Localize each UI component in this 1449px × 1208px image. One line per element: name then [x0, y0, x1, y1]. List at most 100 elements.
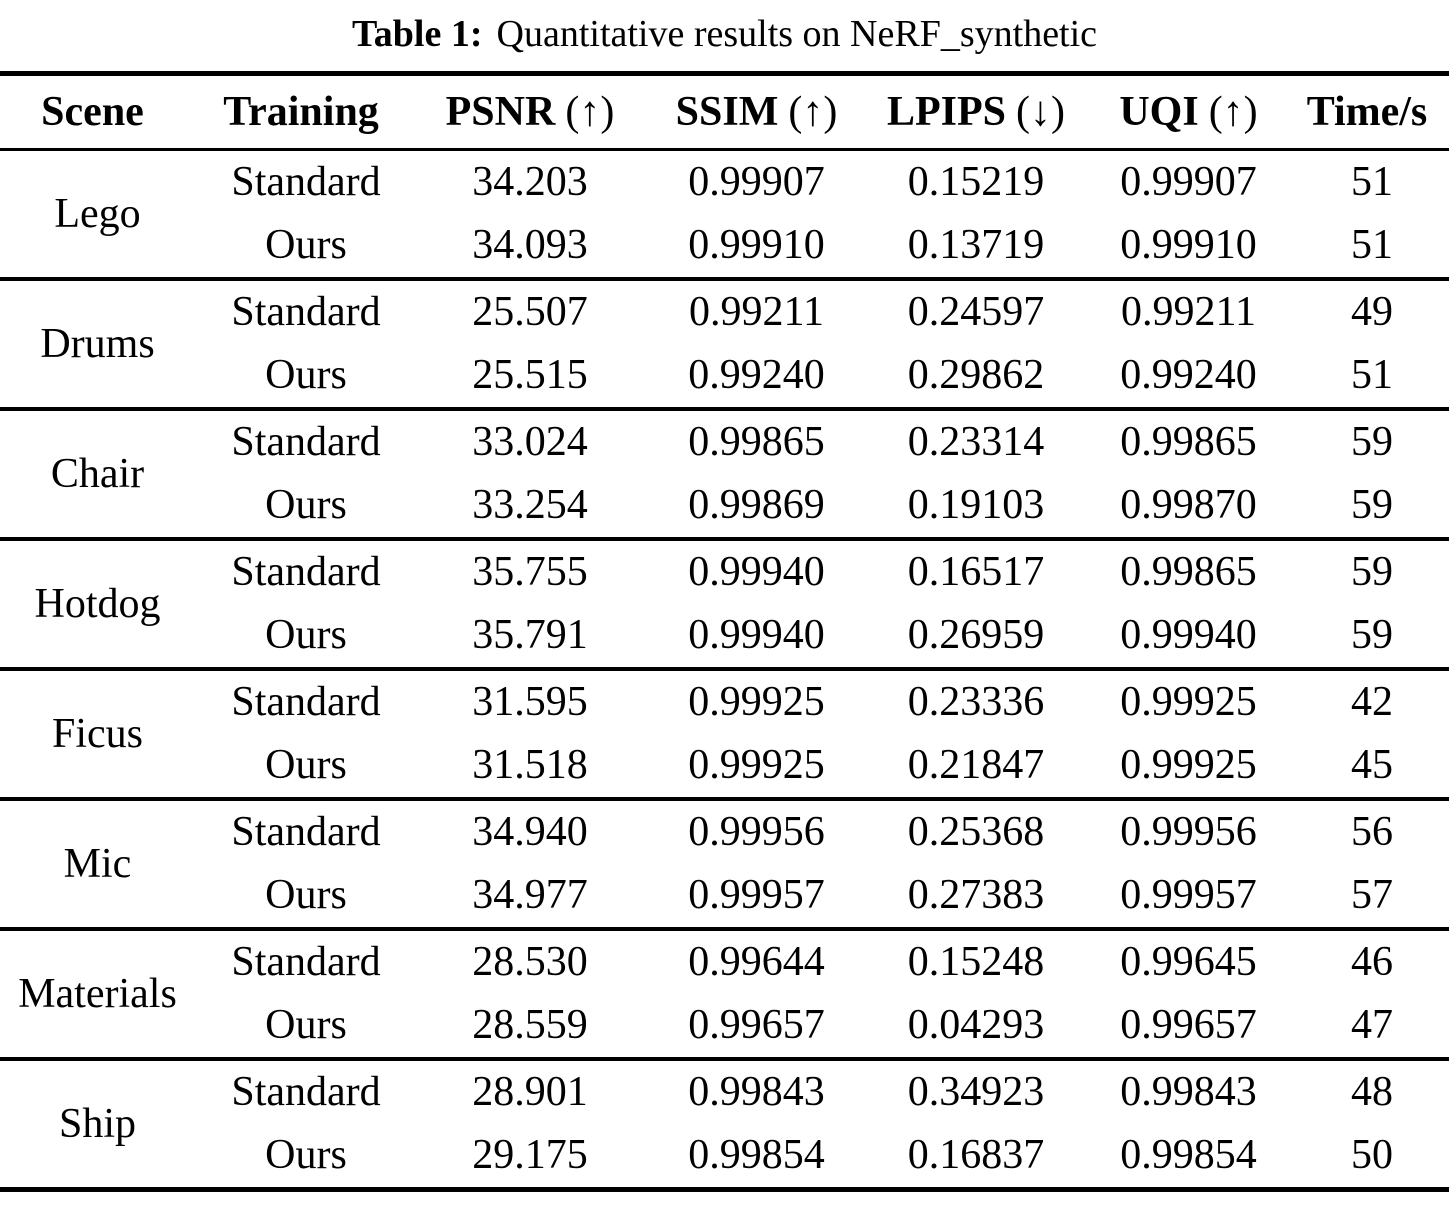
time-cell: 49: [1351, 289, 1393, 336]
lpips-cell: 0.23336: [907, 679, 1045, 726]
lpips-cell: 0.19103: [907, 482, 1045, 529]
training-cell: Standard: [231, 939, 381, 986]
psnr-cell: 34.940: [472, 809, 588, 856]
uqi-cell: 0.99865: [1120, 419, 1257, 466]
table-row: Ours 35.791 0.99940 0.26959 0.99940 59: [0, 604, 1449, 669]
table-row: Materials Standard 28.530 0.99644 0.1524…: [0, 929, 1449, 1017]
scene-cell: Ficus: [51, 710, 143, 757]
scene-cell: Hotdog: [34, 580, 161, 627]
time-cell: 50: [1351, 1132, 1393, 1179]
time-cell: 59: [1351, 549, 1393, 596]
table-row: Ours 34.977 0.99957 0.27383 0.99957 57: [0, 864, 1449, 929]
column-header-ssim: SSIM (↑): [675, 88, 838, 135]
down-arrow-icon: (↓): [1016, 88, 1065, 135]
uqi-cell: 0.99843: [1120, 1069, 1257, 1116]
uqi-cell: 0.99240: [1120, 352, 1257, 399]
time-cell: 48: [1351, 1069, 1393, 1116]
scene-group-lego: Lego Standard 34.203 0.99907 0.15219 0.9…: [0, 149, 1449, 279]
column-header-lpips: LPIPS (↓): [886, 88, 1065, 135]
time-cell: 42: [1351, 679, 1393, 726]
scene-cell: Drums: [40, 320, 155, 367]
uqi-cell: 0.99854: [1120, 1132, 1257, 1179]
up-arrow-icon: (↑): [565, 88, 615, 135]
table-row: Drums Standard 25.507 0.99211 0.24597 0.…: [0, 279, 1449, 367]
column-header-time: Time/s: [1306, 88, 1428, 135]
ssim-cell: 0.99240: [688, 352, 825, 399]
lpips-cell: 0.16837: [907, 1132, 1045, 1179]
table-row: Ours 28.559 0.99657 0.04293 0.99657 47: [0, 994, 1449, 1059]
uqi-cell: 0.99211: [1121, 289, 1256, 336]
lpips-cell: 0.24597: [907, 289, 1045, 336]
psnr-cell: 28.559: [472, 1002, 588, 1049]
lpips-cell: 0.25368: [907, 809, 1045, 856]
training-cell: Ours: [265, 872, 347, 919]
table-caption-label: Table 1:: [351, 13, 483, 55]
scene-group-drums: Drums Standard 25.507 0.99211 0.24597 0.…: [0, 278, 1449, 409]
ssim-cell: 0.99910: [688, 222, 825, 269]
training-cell: Standard: [231, 549, 381, 596]
psnr-cell: 35.755: [472, 549, 588, 596]
scene-cell: Lego: [54, 190, 141, 237]
ssim-cell: 0.99843: [688, 1069, 825, 1116]
table-row: Ours 31.518 0.99925 0.21847 0.99925 45: [0, 734, 1449, 799]
results-table: Scene Training PSNR (↑) SSIM (↑) LPIPS (↓) …: [0, 70, 1449, 1192]
scene-group-mic: Mic Standard 34.940 0.99956 0.25368 0.99…: [0, 798, 1449, 929]
lpips-cell: 0.29862: [907, 352, 1045, 399]
training-cell: Ours: [265, 1132, 347, 1179]
lpips-cell: 0.26959: [907, 612, 1045, 659]
header-row: Scene Training PSNR (↑) SSIM (↑) LPIPS (↓) …: [0, 73, 1449, 149]
psnr-cell: 25.507: [472, 289, 588, 336]
psnr-cell: 34.977: [472, 872, 588, 919]
table-row: Ficus Standard 31.595 0.99925 0.23336 0.…: [0, 669, 1449, 757]
ssim-cell: 0.99925: [688, 679, 825, 726]
training-cell: Standard: [231, 679, 381, 726]
lpips-cell: 0.04293: [907, 1002, 1045, 1049]
table-row: Ours 25.515 0.99240 0.29862 0.99240 51: [0, 344, 1449, 409]
lpips-cell: 0.16517: [907, 549, 1045, 596]
lpips-cell: 0.27383: [907, 872, 1045, 919]
psnr-cell: 25.515: [472, 352, 588, 399]
psnr-cell: 35.791: [472, 612, 588, 659]
scene-group-chair: Chair Standard 33.024 0.99865 0.23314 0.…: [0, 408, 1449, 539]
uqi-cell: 0.99865: [1120, 549, 1257, 596]
ssim-cell: 0.99940: [688, 549, 825, 596]
ssim-cell: 0.99956: [688, 809, 825, 856]
lpips-cell: 0.21847: [907, 742, 1045, 789]
time-cell: 59: [1351, 612, 1393, 659]
uqi-cell: 0.99910: [1120, 222, 1257, 269]
psnr-cell: 34.093: [472, 222, 588, 269]
scene-cell: Ship: [58, 1100, 137, 1147]
uqi-cell: 0.99657: [1120, 1002, 1257, 1049]
training-cell: Ours: [265, 352, 347, 399]
psnr-cell: 33.024: [472, 419, 588, 466]
scene-cell: Chair: [50, 450, 145, 497]
scene-group-hotdog: Hotdog Standard 35.755 0.99940 0.16517 0…: [0, 538, 1449, 669]
time-cell: 59: [1351, 419, 1393, 466]
ssim-cell: 0.99644: [688, 939, 825, 986]
training-cell: Standard: [231, 289, 381, 336]
table-row: Ours 29.175 0.99854 0.16837 0.99854 50: [0, 1124, 1449, 1190]
time-cell: 57: [1351, 872, 1393, 919]
column-header-training: Training: [223, 88, 379, 135]
psnr-cell: 29.175: [472, 1132, 588, 1179]
uqi-cell: 0.99925: [1120, 742, 1257, 789]
lpips-cell: 0.15219: [907, 159, 1045, 206]
scene-group-materials: Materials Standard 28.530 0.99644 0.1524…: [0, 928, 1449, 1059]
ssim-cell: 0.99907: [688, 159, 825, 206]
table-row: Chair Standard 33.024 0.99865 0.23314 0.…: [0, 409, 1449, 497]
table-header: Scene Training PSNR (↑) SSIM (↑) LPIPS (↓) …: [0, 73, 1449, 150]
lpips-cell: 0.34923: [907, 1069, 1045, 1116]
ssim-cell: 0.99957: [688, 872, 825, 919]
lpips-cell: 0.13719: [907, 222, 1045, 269]
time-cell: 46: [1351, 939, 1393, 986]
table-row: Hotdog Standard 35.755 0.99940 0.16517 0…: [0, 539, 1449, 627]
training-cell: Ours: [265, 222, 347, 269]
scene-group-ficus: Ficus Standard 31.595 0.99925 0.23336 0.…: [0, 668, 1449, 799]
psnr-cell: 31.518: [472, 742, 588, 789]
scene-cell: Mic: [63, 840, 132, 887]
table-row: Ours 34.093 0.99910 0.13719 0.99910 51: [0, 214, 1449, 279]
training-cell: Standard: [231, 159, 381, 206]
column-header-psnr: PSNR (↑): [445, 88, 615, 135]
lpips-cell: 0.23314: [907, 419, 1045, 466]
scene-group-ship: Ship Standard 28.901 0.99843 0.34923 0.9…: [0, 1058, 1449, 1190]
